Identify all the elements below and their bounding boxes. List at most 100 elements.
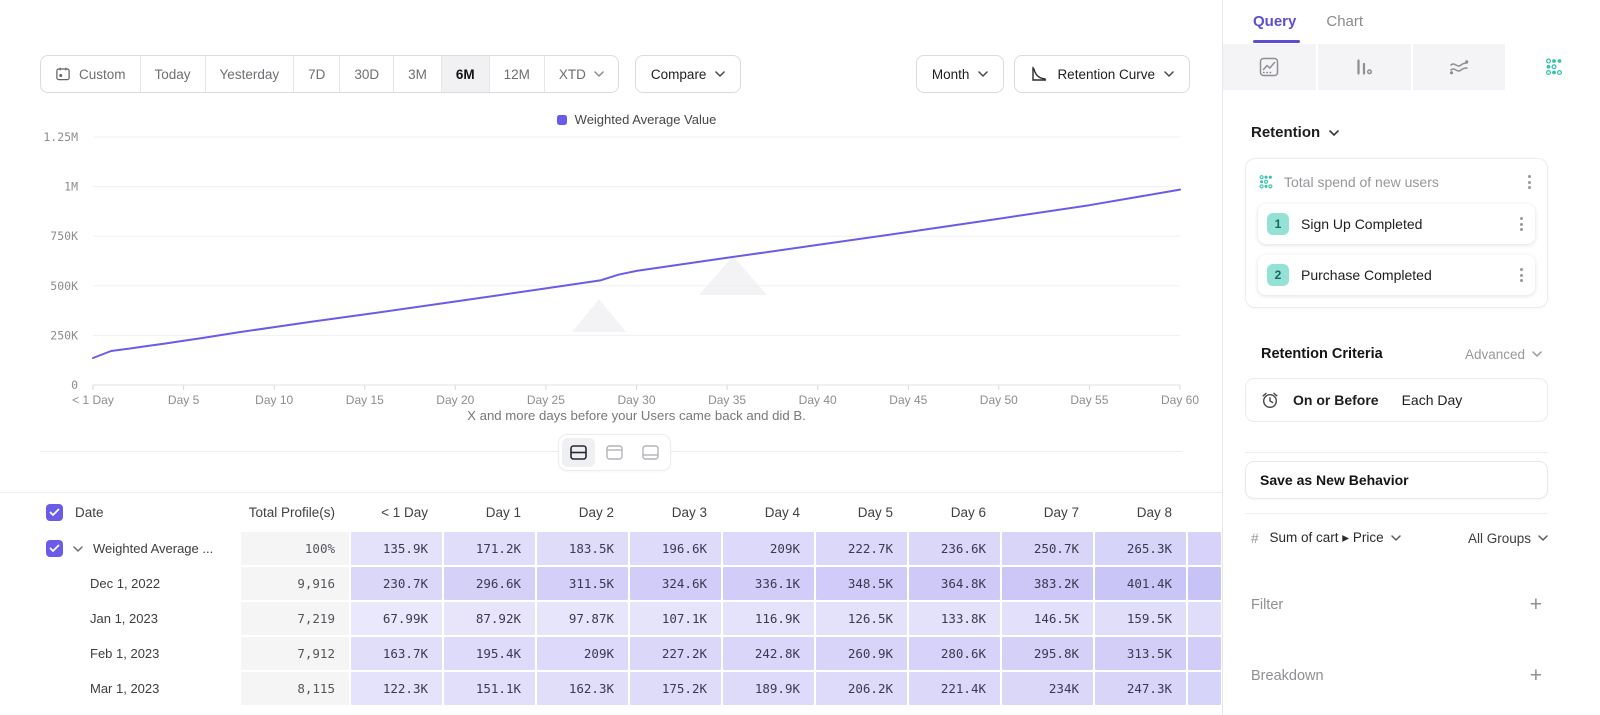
column-header[interactable]: Day 1 <box>443 505 536 520</box>
retention-value-cell[interactable]: 260.9K <box>816 637 907 670</box>
layout-split-view-button[interactable] <box>562 438 595 467</box>
retention-value-cell[interactable]: 401.4K <box>1095 567 1186 600</box>
retention-value-cell[interactable]: 162.3K <box>537 672 628 705</box>
retention-value-cell[interactable]: 171.2K <box>444 532 535 565</box>
retention-value-cell[interactable]: 348.5K <box>816 567 907 600</box>
column-header[interactable]: < 1 Day <box>350 505 443 520</box>
range-today[interactable]: Today <box>140 56 205 92</box>
retention-value-cell[interactable]: 175.2K <box>630 672 721 705</box>
retention-value-cell[interactable]: 126.5K <box>816 602 907 635</box>
view-tab-insights[interactable] <box>1223 44 1318 90</box>
retention-value-cell[interactable]: 87.92K <box>444 602 535 635</box>
retention-line-series[interactable] <box>93 190 1180 358</box>
range-3m[interactable]: 3M <box>393 56 441 92</box>
behavior-step[interactable]: 1Sign Up Completed <box>1258 204 1535 244</box>
checkbox[interactable] <box>46 540 63 557</box>
range-30d[interactable]: 30D <box>339 56 393 92</box>
column-header[interactable]: Day 4 <box>722 505 815 520</box>
kebab-menu-icon[interactable] <box>1516 213 1527 235</box>
range-yesterday[interactable]: Yesterday <box>205 56 294 92</box>
table-row[interactable]: Weighted Average ...100%135.9K171.2K183.… <box>0 531 1222 566</box>
add-filter-button[interactable]: + <box>1530 594 1542 615</box>
layout-table-top-button[interactable] <box>598 438 631 467</box>
retention-value-cell[interactable]: 236.6K <box>909 532 1000 565</box>
retention-value-cell[interactable]: 364.8K <box>909 567 1000 600</box>
column-header[interactable]: Day 5 <box>815 505 908 520</box>
retention-value-cell[interactable]: 383.2K <box>1002 567 1093 600</box>
retention-value-cell[interactable]: 221.4K <box>909 672 1000 705</box>
retention-value-cell[interactable]: 230.7K <box>351 567 442 600</box>
retention-value-cell[interactable]: 296.6K <box>444 567 535 600</box>
retention-value-cell[interactable]: 183.5K <box>537 532 628 565</box>
granularity-button[interactable]: Month <box>916 55 1005 93</box>
save-as-new-behavior-button[interactable]: Save as New Behavior <box>1245 461 1548 499</box>
range-12m[interactable]: 12M <box>489 56 544 92</box>
criteria-window-dropdown[interactable]: Each Day <box>1402 392 1463 408</box>
table-row[interactable]: Jan 1, 20237,21967.99K87.92K97.87K107.1K… <box>0 601 1222 636</box>
retention-value-cell[interactable]: 222.7K <box>816 532 907 565</box>
tab-chart[interactable]: Chart <box>1326 13 1363 44</box>
retention-value-cell[interactable]: 97.87K <box>537 602 628 635</box>
kebab-menu-icon[interactable] <box>1516 264 1527 286</box>
column-header[interactable]: Day 3 <box>629 505 722 520</box>
retention-value-cell[interactable]: 311.5K <box>537 567 628 600</box>
retention-value-cell[interactable]: 313.5K <box>1095 637 1186 670</box>
compare-button[interactable]: Compare <box>635 55 742 93</box>
layout-table-bottom-button[interactable] <box>634 438 667 467</box>
table-row[interactable]: Feb 1, 20237,912163.7K195.4K209K227.2K24… <box>0 636 1222 671</box>
add-breakdown-button[interactable]: + <box>1530 665 1542 686</box>
retention-value-cell[interactable]: 116.9K <box>723 602 814 635</box>
behavior-step[interactable]: 2Purchase Completed <box>1258 255 1535 295</box>
retention-value-cell[interactable]: 196.6K <box>630 532 721 565</box>
retention-value-cell[interactable]: 280.6K <box>909 637 1000 670</box>
column-header[interactable]: Date <box>75 505 104 520</box>
groups-dropdown[interactable]: All Groups <box>1468 531 1548 546</box>
column-header[interactable]: Day 8 <box>1094 505 1187 520</box>
view-tab-flows[interactable] <box>1413 44 1508 90</box>
range-6m[interactable]: 6M <box>441 56 489 92</box>
retention-value-cell[interactable]: 67.99K <box>351 602 442 635</box>
column-header[interactable]: Day 7 <box>1001 505 1094 520</box>
retention-value-cell[interactable]: 135.9K <box>351 532 442 565</box>
report-section-dropdown[interactable]: Retention <box>1251 124 1548 141</box>
view-tab-funnels[interactable] <box>1318 44 1413 90</box>
range-7d[interactable]: 7D <box>293 56 339 92</box>
retention-value-cell[interactable]: 133.8K <box>909 602 1000 635</box>
retention-value-cell[interactable]: 195.4K <box>444 637 535 670</box>
x-axis-tick-label: Day 20 <box>436 393 474 407</box>
retention-value-cell[interactable]: 247.3K <box>1095 672 1186 705</box>
retention-value-cell[interactable]: 209K <box>537 637 628 670</box>
column-header[interactable]: Total Profile(s) <box>240 505 350 520</box>
retention-value-cell[interactable]: 122.3K <box>351 672 442 705</box>
retention-value-cell[interactable]: 295.8K <box>1002 637 1093 670</box>
checkbox[interactable] <box>46 504 63 521</box>
view-tab-retention[interactable] <box>1507 44 1600 90</box>
retention-value-cell[interactable]: 250.7K <box>1002 532 1093 565</box>
retention-value-cell[interactable]: 234K <box>1002 672 1093 705</box>
retention-value-cell[interactable]: 265.3K <box>1095 532 1186 565</box>
retention-value-cell[interactable]: 151.1K <box>444 672 535 705</box>
retention-value-cell[interactable]: 209K <box>723 532 814 565</box>
column-header[interactable]: Day 6 <box>908 505 1001 520</box>
column-header[interactable]: Day 2 <box>536 505 629 520</box>
table-row[interactable]: Mar 1, 20238,115122.3K151.1K162.3K175.2K… <box>0 671 1222 706</box>
range-custom[interactable]: Custom <box>41 56 140 92</box>
chart-type-button[interactable]: Retention Curve <box>1014 55 1190 93</box>
retention-value-cell[interactable]: 336.1K <box>723 567 814 600</box>
behavior-header[interactable]: Total spend of new users <box>1258 171 1535 193</box>
retention-value-cell[interactable]: 189.9K <box>723 672 814 705</box>
kebab-menu-icon[interactable] <box>1524 171 1535 193</box>
retention-value-cell[interactable]: 163.7K <box>351 637 442 670</box>
retention-value-cell[interactable]: 146.5K <box>1002 602 1093 635</box>
criteria-mode-dropdown[interactable]: Advanced <box>1465 347 1542 362</box>
retention-value-cell[interactable]: 159.5K <box>1095 602 1186 635</box>
retention-value-cell[interactable]: 107.1K <box>630 602 721 635</box>
retention-value-cell[interactable]: 227.2K <box>630 637 721 670</box>
criteria-condition-dropdown[interactable]: On or Before <box>1293 392 1379 408</box>
retention-value-cell[interactable]: 324.6K <box>630 567 721 600</box>
retention-value-cell[interactable]: 242.8K <box>723 637 814 670</box>
retention-value-cell[interactable]: 206.2K <box>816 672 907 705</box>
range-xtd[interactable]: XTD <box>544 56 618 92</box>
measure-property-dropdown[interactable]: Sum of cart ▸ Price <box>1270 530 1401 546</box>
table-row[interactable]: Dec 1, 20229,916230.7K296.6K311.5K324.6K… <box>0 566 1222 601</box>
